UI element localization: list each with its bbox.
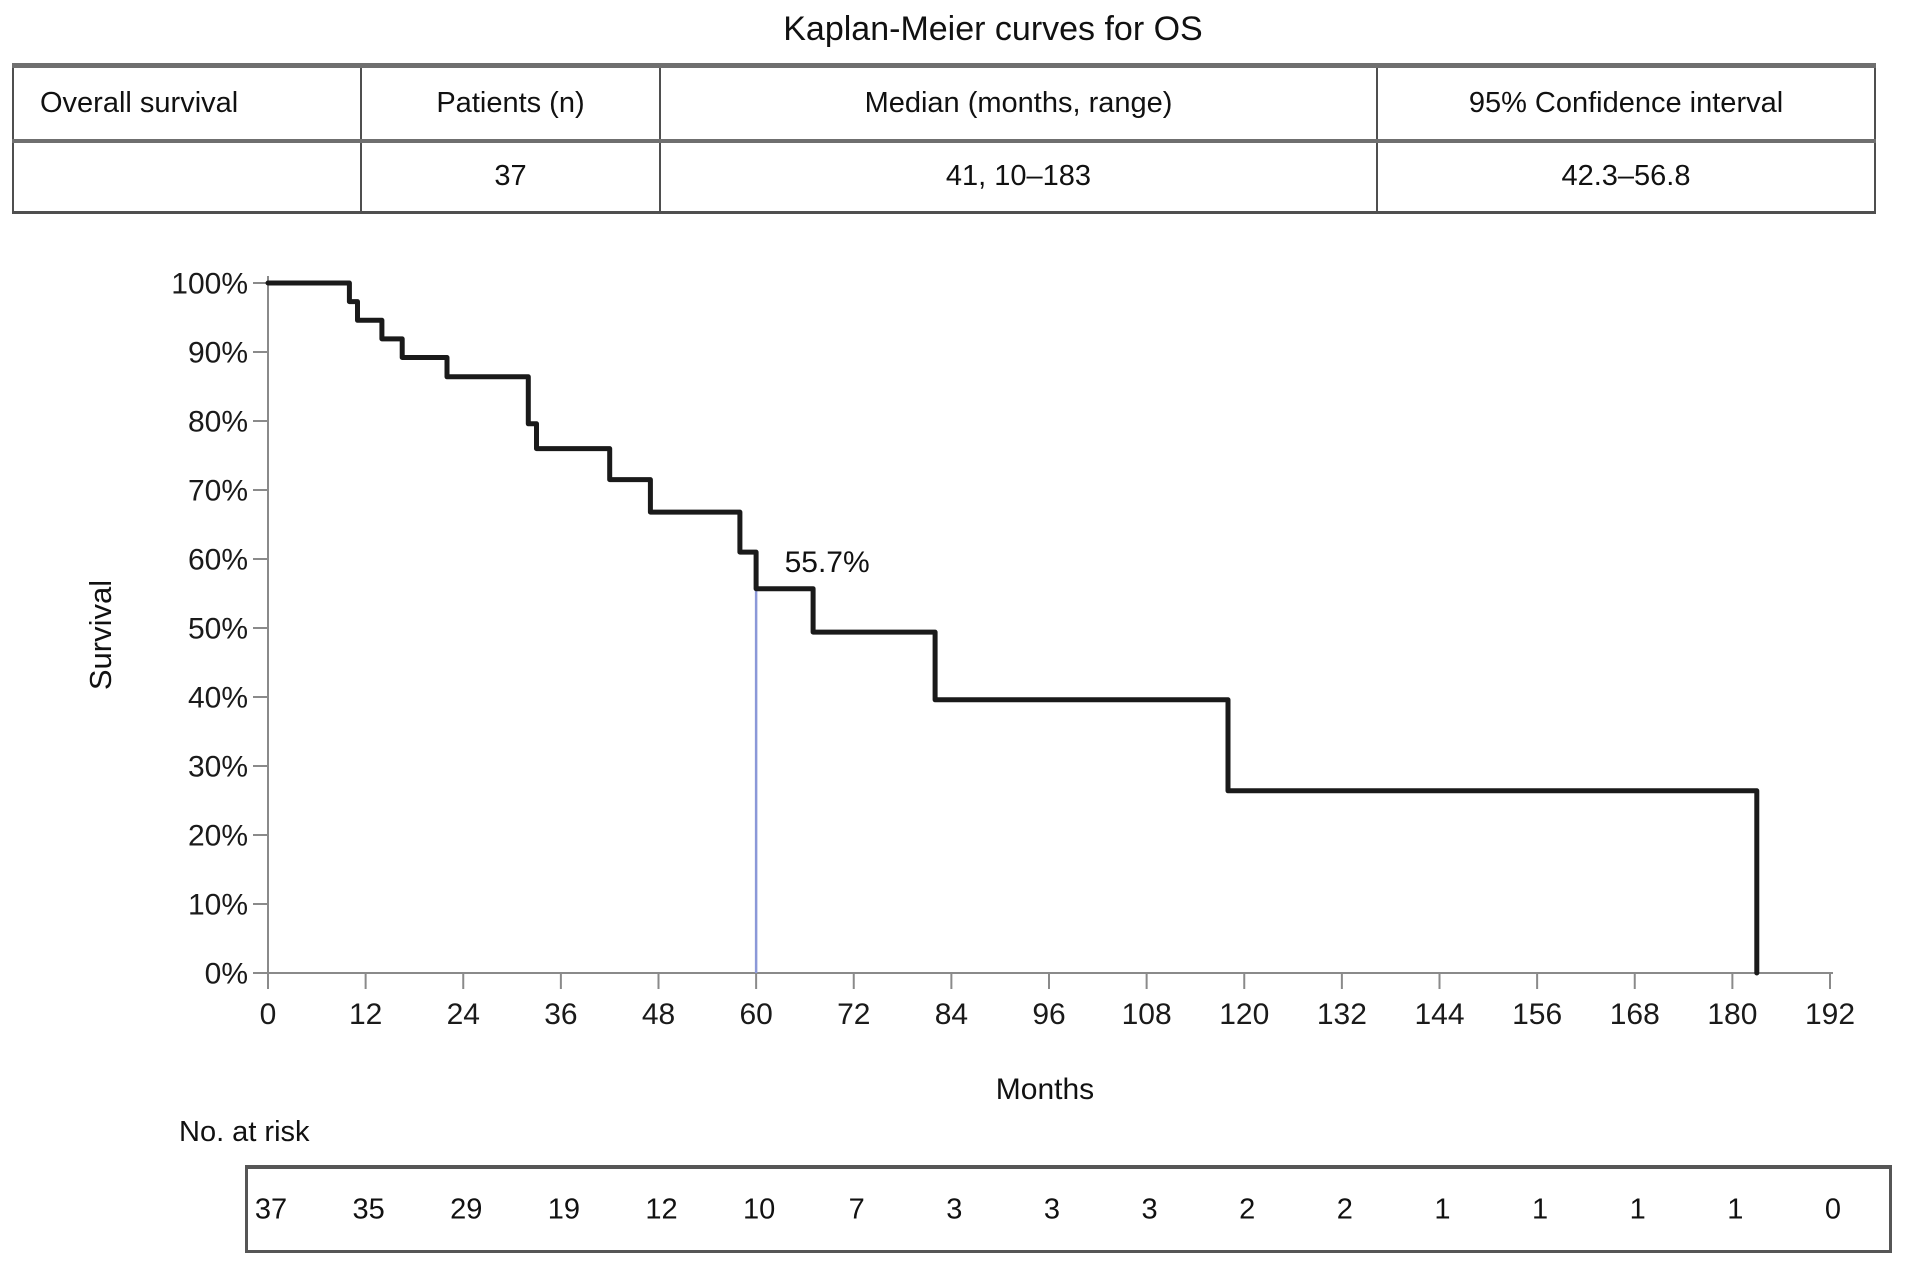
x-tick-label: 156 xyxy=(1512,998,1562,1031)
at-risk-value: 1 xyxy=(1727,1193,1744,1225)
x-tick-label: 96 xyxy=(1032,998,1065,1031)
summary-header-row: Overall survival Patients (n) Median (mo… xyxy=(13,65,1875,143)
y-tick-label: 50% xyxy=(188,613,248,646)
summary-value-row: 37 41, 10–183 42.3–56.8 xyxy=(13,140,1875,213)
at-risk-value: 2 xyxy=(1239,1193,1256,1225)
at-risk-value: 10 xyxy=(742,1193,776,1225)
at-risk-table: 37 35 29 19 12 10 7 3 3 3 2 2 1 1 1 1 0 xyxy=(245,1165,1892,1253)
x-tick-label: 132 xyxy=(1317,998,1367,1031)
x-tick-label: 144 xyxy=(1414,998,1464,1031)
x-axis-title: Months xyxy=(995,1073,1095,1106)
y-axis-title: Survival xyxy=(83,579,118,691)
x-tick-label: 48 xyxy=(642,998,675,1031)
y-tick-label: 40% xyxy=(188,682,248,715)
at-risk-value: 1 xyxy=(1629,1193,1646,1225)
y-tick-label: 80% xyxy=(188,406,248,439)
x-tick-label: 180 xyxy=(1707,998,1757,1031)
y-tick-label: 100% xyxy=(171,268,248,301)
at-risk-value: 35 xyxy=(352,1193,385,1225)
at-risk-value: 29 xyxy=(450,1193,483,1225)
header-median-months-range: Median (months, range) xyxy=(659,65,1377,143)
header-overall-survival: Overall survival xyxy=(13,65,361,143)
y-tick-label: 70% xyxy=(188,475,248,508)
cell-patients-n: 37 xyxy=(360,140,660,213)
y-tick-label: 0% xyxy=(205,958,248,991)
x-tick-label: 36 xyxy=(544,998,577,1031)
at-risk-value: 2 xyxy=(1336,1193,1353,1225)
y-tick-label: 90% xyxy=(188,337,248,370)
x-tick-label: 24 xyxy=(447,998,480,1031)
x-tick-label: 108 xyxy=(1122,998,1172,1031)
x-tick-label: 168 xyxy=(1610,998,1660,1031)
at-risk-value: 3 xyxy=(946,1193,963,1225)
at-risk-value: 19 xyxy=(547,1193,581,1225)
summary-table: Overall survival Patients (n) Median (mo… xyxy=(12,63,1876,214)
km-curve-overall-survival xyxy=(265,280,1760,976)
x-tick-label: 60 xyxy=(739,998,772,1031)
at-risk-value: 3 xyxy=(1141,1193,1158,1225)
cell-confidence-interval: 42.3–56.8 xyxy=(1376,140,1875,213)
x-tick-label: 12 xyxy=(349,998,382,1031)
header-patients-n: Patients (n) xyxy=(360,65,660,143)
at-risk-value: 1 xyxy=(1532,1193,1549,1225)
at-risk-value: 0 xyxy=(1824,1193,1842,1225)
cell-median-months-range: 41, 10–183 xyxy=(659,140,1377,213)
y-tick-label: 20% xyxy=(188,820,248,853)
at-risk-value: 37 xyxy=(254,1193,288,1225)
y-tick-label: 60% xyxy=(188,544,248,577)
x-tick-label: 84 xyxy=(935,998,968,1031)
five-year-os-annotation: 55.7% xyxy=(785,546,870,579)
at-risk-value: 12 xyxy=(645,1193,678,1225)
header-confidence-interval: 95% Confidence interval xyxy=(1376,65,1875,143)
y-tick-label: 30% xyxy=(188,751,248,784)
figure-title: Kaplan-Meier curves for OS xyxy=(783,10,1203,48)
at-risk-value: 3 xyxy=(1043,1193,1061,1225)
at-risk-value: 1 xyxy=(1434,1193,1451,1225)
x-tick-label: 192 xyxy=(1805,998,1855,1031)
x-tick-label: 0 xyxy=(260,998,277,1031)
y-tick-label: 10% xyxy=(188,889,248,922)
x-tick-label: 120 xyxy=(1219,998,1269,1031)
no-at-risk-label: No. at risk xyxy=(179,1116,310,1148)
at-risk-value: 7 xyxy=(848,1193,865,1225)
x-tick-label: 72 xyxy=(837,998,870,1031)
